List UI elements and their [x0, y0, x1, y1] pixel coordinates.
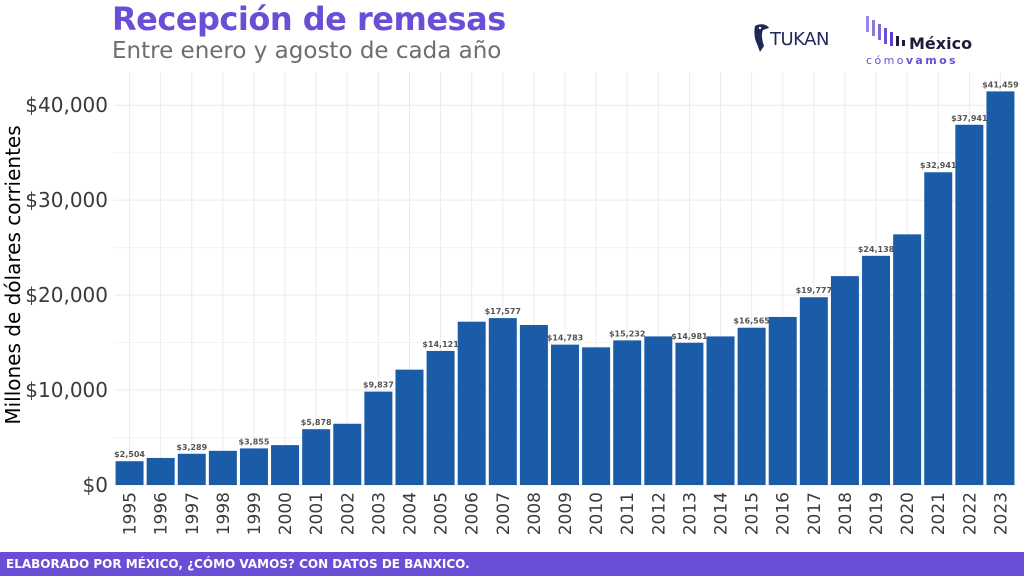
chart-title: Recepción de remesas	[112, 0, 506, 38]
footer-text: ELABORADO POR MÉXICO, ¿CÓMO VAMOS? CON D…	[6, 557, 470, 571]
x-tick-label-2007: 2007	[494, 492, 514, 535]
data-label-2022: $37,941	[951, 114, 988, 123]
bars-icon	[866, 16, 905, 46]
bar-2005	[426, 350, 455, 485]
data-label-1997: $3,289	[176, 443, 207, 452]
data-label-2009: $14,783	[547, 334, 583, 343]
x-tick-label-1995: 1995	[121, 492, 141, 535]
y-tick-label: $40,000	[25, 93, 108, 117]
data-label-2017: $19,777	[796, 286, 832, 295]
data-label-2007: $17,577	[485, 307, 521, 316]
x-tick-label-1998: 1998	[214, 492, 234, 535]
x-tick-label-2018: 2018	[836, 492, 856, 535]
bar-2004	[395, 369, 424, 485]
data-label-2003: $9,837	[363, 381, 394, 390]
x-tick-label-2001: 2001	[307, 492, 327, 535]
x-tick-label-2010: 2010	[587, 492, 607, 535]
x-tick-label-2002: 2002	[338, 492, 358, 535]
x-tick-label-2004: 2004	[400, 492, 420, 535]
x-tick-label-2019: 2019	[867, 492, 887, 535]
bar-2022	[955, 124, 984, 485]
x-tick-label-2016: 2016	[774, 492, 794, 535]
bar-2021	[924, 172, 953, 485]
x-tick-label-2009: 2009	[556, 492, 576, 535]
mexico-como-vamos-logo: México cómovamos	[864, 14, 984, 70]
x-tick-label-1997: 1997	[183, 492, 203, 535]
como-vamos-logo-text: cómovamos	[866, 54, 958, 67]
vamos-text: vamos	[905, 54, 958, 67]
bar-2002	[333, 423, 362, 485]
data-label-2015: $16,565	[733, 317, 770, 326]
data-label-2021: $32,941	[920, 161, 957, 170]
x-tick-label-2000: 2000	[276, 492, 296, 535]
x-tick-label-2021: 2021	[929, 492, 949, 535]
bar-2007	[488, 318, 517, 485]
x-tick-label-2013: 2013	[680, 492, 700, 535]
bar-2009	[551, 344, 579, 485]
bar-2010	[582, 347, 611, 485]
x-tick-label-2017: 2017	[805, 492, 825, 535]
bar-2016	[768, 316, 797, 485]
footer-banner: ELABORADO POR MÉXICO, ¿CÓMO VAMOS? CON D…	[0, 552, 1024, 576]
x-tick-label-1996: 1996	[152, 492, 172, 535]
x-tick-label-2022: 2022	[960, 492, 980, 535]
data-label-2013: $14,981	[671, 332, 708, 341]
x-tick-label-2023: 2023	[991, 492, 1011, 535]
bar-2023	[986, 91, 1015, 485]
y-axis-label: Millones de dólares corrientes	[1, 125, 25, 424]
bar-2018	[830, 276, 859, 485]
bar-2000	[271, 445, 300, 485]
bar-1995	[115, 461, 144, 485]
bar-2011	[613, 340, 642, 485]
x-tick-label-2003: 2003	[369, 492, 389, 535]
x-tick-label-2006: 2006	[463, 492, 483, 535]
y-tick-label: $20,000	[25, 283, 108, 307]
bar-2019	[862, 255, 891, 485]
bar-chart: $2,504 $3,289 $3,855 $5,878 $9,837 $14,121 $17…	[1, 72, 1019, 535]
x-tick-label-2011: 2011	[618, 492, 638, 535]
x-tick-label-1999: 1999	[245, 492, 265, 535]
x-tick-label-2014: 2014	[712, 492, 732, 535]
y-tick-label: $10,000	[25, 378, 108, 402]
bar-2014	[706, 336, 735, 485]
bar-2001	[302, 429, 331, 485]
data-label-2023: $41,459	[982, 80, 1019, 89]
chart-bars	[115, 91, 1015, 485]
x-tick-label-2005: 2005	[432, 492, 452, 535]
mexico-logo-text: México	[909, 34, 973, 53]
chart-data-labels: $2,504 $3,289 $3,855 $5,878 $9,837 $14,121 $17…	[114, 80, 1019, 459]
como-text: cómo	[866, 54, 906, 67]
data-label-1995: $2,504	[114, 450, 145, 459]
data-label-2019: $24,138	[858, 245, 895, 254]
data-label-2011: $15,232	[609, 329, 645, 338]
bar-2003	[364, 391, 393, 485]
bar-1998	[208, 450, 237, 485]
bar-1997	[177, 453, 206, 485]
y-tick-label: $0	[83, 473, 108, 497]
x-tick-label-2020: 2020	[898, 492, 918, 535]
bar-2015	[737, 327, 766, 485]
data-label-1999: $3,855	[239, 437, 270, 446]
data-label-2005: $14,121	[422, 340, 459, 349]
chart-x-ticks: 1995 1996 1997 1998 1999 2000 2001 2002 2003 2004…	[121, 492, 1012, 535]
chart-y-ticks: $0 $10,000 $20,000 $30,000 $40,000	[25, 93, 108, 497]
x-tick-label-2012: 2012	[649, 492, 669, 535]
toucan-icon	[754, 24, 769, 52]
bar-2006	[457, 321, 486, 485]
bar-2020	[893, 234, 922, 485]
x-tick-label-2015: 2015	[743, 492, 763, 535]
y-tick-label: $30,000	[25, 188, 108, 212]
bar-2008	[519, 325, 548, 485]
bar-1999	[239, 448, 268, 485]
data-label-2001: $5,878	[301, 418, 332, 427]
bar-1996	[146, 457, 175, 485]
bar-2013	[675, 342, 704, 485]
bar-2017	[799, 297, 828, 485]
x-tick-label-2008: 2008	[525, 492, 545, 535]
tukan-logo-text: TUKAN	[770, 29, 829, 50]
chart-subtitle: Entre enero y agosto de cada año	[112, 38, 502, 64]
bar-2012	[644, 336, 673, 485]
tukan-logo: TUKAN	[752, 20, 832, 56]
